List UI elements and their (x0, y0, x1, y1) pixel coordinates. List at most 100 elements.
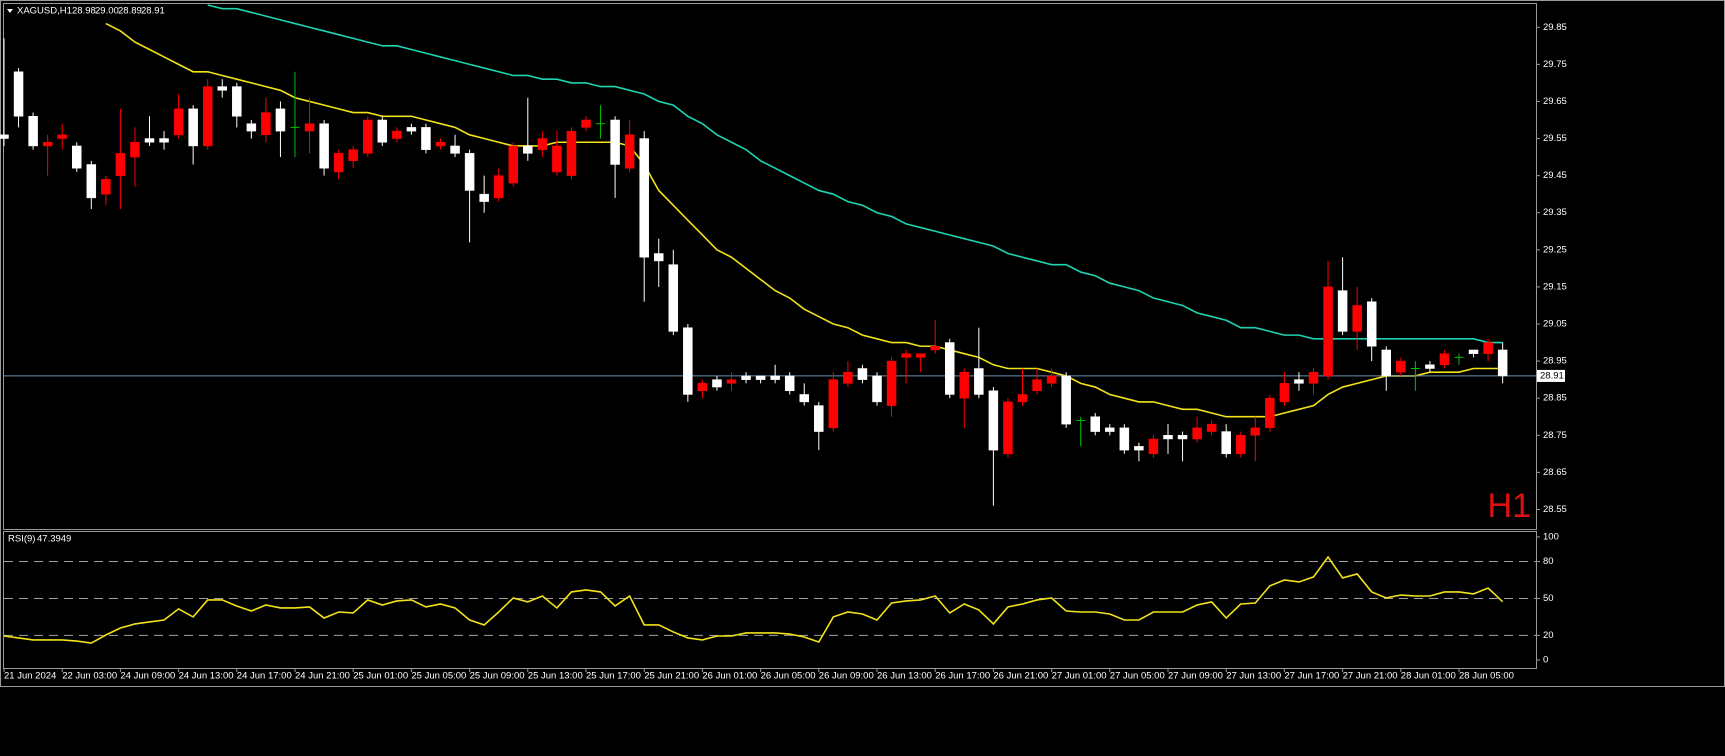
candle-body (1003, 401, 1013, 455)
candle-body (1468, 349, 1479, 354)
timeframe-annotation: H1 (1488, 487, 1531, 525)
y-tick-label: 29.35 (1543, 207, 1567, 218)
candle-body (828, 379, 839, 429)
header-low: 28.89 (118, 6, 142, 17)
candle-body (28, 116, 38, 147)
candle-body (741, 375, 751, 380)
candle-body (217, 86, 227, 91)
candle-body (537, 138, 548, 150)
x-tick-label: 27 Jun 13:00 (1226, 671, 1281, 682)
y-tick-label: 29.05 (1543, 319, 1567, 330)
candle-body (784, 375, 795, 392)
header-close: 28.91 (141, 6, 165, 17)
symbol-title: XAGUSD,H1 (17, 6, 72, 17)
candle-body (945, 342, 955, 395)
candle-body (1279, 383, 1290, 403)
candle-body (261, 112, 271, 136)
candle-body (392, 130, 402, 139)
candle-body (13, 71, 24, 117)
candle-body (57, 134, 67, 139)
header-high: 29.00 (95, 6, 119, 17)
candle-body (668, 264, 679, 332)
candle-body (552, 145, 562, 173)
rsi-panel-frame (3, 531, 1537, 669)
candle-body (348, 149, 358, 162)
candle-body (1046, 375, 1057, 384)
candle-body (1105, 427, 1115, 432)
y-tick-label: 80 (1543, 556, 1554, 567)
x-tick-label: 26 Jun 17:00 (935, 671, 990, 682)
candle-body (1236, 435, 1246, 455)
candle-body (770, 375, 780, 380)
candle-body (610, 119, 620, 165)
candle-body (523, 145, 533, 154)
x-tick-label: 25 Jun 01:00 (353, 671, 408, 682)
candle-body (843, 371, 853, 384)
candle-body (755, 375, 766, 380)
y-tick-label: 20 (1543, 630, 1554, 641)
candle-body (624, 134, 635, 169)
x-tick-label: 26 Jun 01:00 (702, 671, 757, 682)
y-tick-label: 29.25 (1543, 244, 1567, 255)
candle-body (144, 138, 155, 143)
candle-body (1177, 435, 1188, 440)
candle-body (915, 353, 926, 358)
menu-triangle (7, 9, 13, 13)
main-panel-frame (3, 3, 1537, 530)
current-price-label: 28.91 (1540, 370, 1564, 381)
rsi-title: RSI(9) (8, 534, 35, 545)
candle-body (1366, 301, 1377, 347)
candle-body (1396, 360, 1406, 373)
candle-body (1308, 371, 1319, 384)
candle-body (406, 127, 417, 132)
candle-body (1061, 375, 1071, 425)
candle-body (1148, 438, 1159, 455)
candle-body (1017, 394, 1028, 403)
candle-body (159, 138, 169, 143)
x-tick-label: 26 Jun 05:00 (761, 671, 816, 682)
candle-body (639, 138, 649, 258)
x-tick-label: 26 Jun 09:00 (819, 671, 874, 682)
candle-body (1352, 305, 1362, 332)
candle-body (86, 164, 97, 199)
y-tick-label: 28.75 (1543, 430, 1567, 441)
header-open: 28.98 (72, 6, 96, 17)
candle-body (304, 123, 315, 132)
candle-body (1337, 290, 1348, 332)
candle-body (173, 108, 184, 136)
candle-body (1221, 431, 1231, 455)
x-tick-label: 26 Jun 13:00 (877, 671, 932, 682)
candle-body (188, 108, 198, 147)
candle-body (1381, 349, 1391, 377)
x-tick-label: 28 Jun 05:00 (1459, 671, 1514, 682)
candle-body (333, 153, 344, 173)
candle-body (493, 175, 504, 199)
candle-body (202, 86, 213, 147)
candle-body (1163, 435, 1173, 440)
x-tick-label: 24 Jun 17:00 (237, 671, 292, 682)
candle-body (377, 119, 388, 143)
candle-body (726, 379, 737, 384)
candle-body (1294, 379, 1304, 384)
x-tick-label: 26 Jun 21:00 (993, 671, 1048, 682)
candle-body (974, 368, 984, 395)
x-tick-label: 25 Jun 09:00 (470, 671, 525, 682)
x-tick-label: 25 Jun 05:00 (411, 671, 466, 682)
candle-body (232, 86, 242, 117)
candle-body (697, 383, 708, 392)
candle-body (42, 141, 53, 147)
x-tick-label: 27 Jun 05:00 (1110, 671, 1165, 682)
candle-body (1192, 427, 1202, 440)
candle-body (319, 123, 329, 169)
y-tick-label: 50 (1543, 593, 1554, 604)
y-tick-label: 29.45 (1543, 170, 1567, 181)
candle-body (1483, 342, 1493, 354)
x-tick-label: 24 Jun 21:00 (295, 671, 350, 682)
candle-body (464, 153, 475, 191)
candle-body (1497, 349, 1508, 377)
candle-body (1090, 416, 1100, 432)
candle-body (814, 405, 824, 432)
x-tick-label: 28 Jun 01:00 (1401, 671, 1456, 682)
